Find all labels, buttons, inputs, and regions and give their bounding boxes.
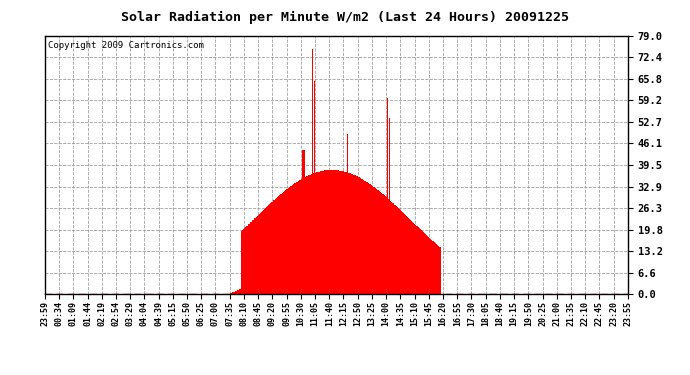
Text: Copyright 2009 Cartronics.com: Copyright 2009 Cartronics.com [48, 41, 204, 50]
Text: Solar Radiation per Minute W/m2 (Last 24 Hours) 20091225: Solar Radiation per Minute W/m2 (Last 24… [121, 11, 569, 24]
